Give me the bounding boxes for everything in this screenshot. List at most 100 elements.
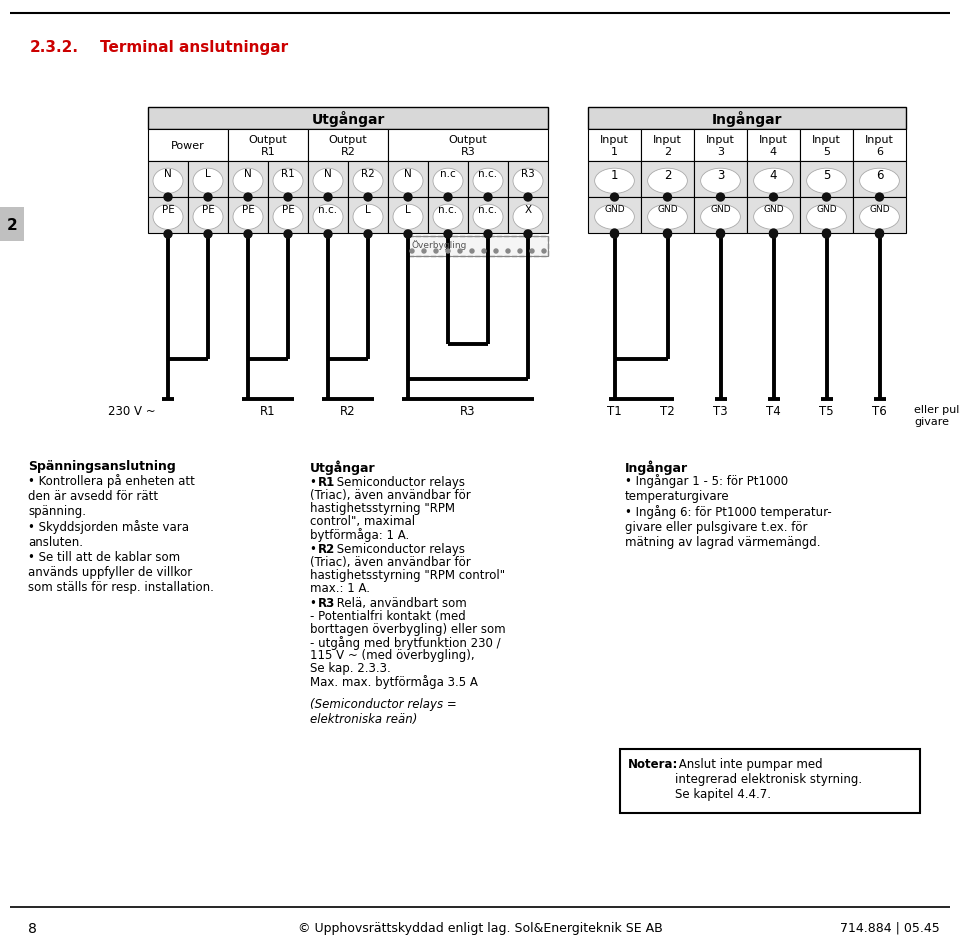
Circle shape bbox=[444, 230, 452, 239]
Bar bbox=[694, 198, 747, 234]
Text: T5: T5 bbox=[819, 405, 834, 418]
Circle shape bbox=[611, 194, 618, 202]
Text: 115 V ~ (med överbygling),: 115 V ~ (med överbygling), bbox=[310, 648, 474, 662]
Circle shape bbox=[484, 230, 492, 239]
Circle shape bbox=[823, 229, 830, 238]
Ellipse shape bbox=[153, 169, 183, 194]
Ellipse shape bbox=[433, 205, 463, 230]
Text: PE: PE bbox=[242, 205, 254, 215]
Text: R2: R2 bbox=[361, 169, 374, 179]
Bar bbox=[188, 198, 228, 234]
Text: GND: GND bbox=[604, 205, 625, 214]
Circle shape bbox=[770, 230, 778, 239]
Circle shape bbox=[422, 249, 426, 254]
Bar bbox=[388, 198, 428, 234]
Text: - utgång med brytfunktion 230 /: - utgång med brytfunktion 230 / bbox=[310, 635, 500, 649]
Text: (Triac), även användbar för: (Triac), även användbar för bbox=[310, 488, 470, 502]
Ellipse shape bbox=[806, 205, 847, 230]
Text: borttagen överbygling) eller som: borttagen överbygling) eller som bbox=[310, 623, 506, 635]
Ellipse shape bbox=[193, 205, 223, 230]
Circle shape bbox=[484, 194, 492, 202]
Text: R1: R1 bbox=[260, 405, 276, 418]
Circle shape bbox=[716, 229, 725, 238]
Text: : Semiconductor relays: : Semiconductor relays bbox=[329, 543, 465, 555]
Bar bbox=[148, 129, 228, 162]
Bar bbox=[588, 162, 641, 198]
Ellipse shape bbox=[648, 169, 687, 194]
Text: N: N bbox=[244, 169, 252, 179]
Bar bbox=[588, 108, 906, 129]
Circle shape bbox=[244, 230, 252, 239]
Bar bbox=[853, 129, 906, 162]
Bar bbox=[508, 198, 548, 234]
Text: Input
4: Input 4 bbox=[759, 135, 788, 157]
Ellipse shape bbox=[273, 169, 303, 194]
Circle shape bbox=[663, 230, 671, 239]
Circle shape bbox=[284, 230, 292, 239]
Text: N: N bbox=[164, 169, 172, 179]
Bar bbox=[408, 237, 548, 257]
Text: 1: 1 bbox=[611, 169, 618, 182]
Text: n.c.: n.c. bbox=[478, 169, 497, 179]
Text: L: L bbox=[205, 169, 211, 179]
Bar bbox=[188, 162, 228, 198]
Ellipse shape bbox=[513, 169, 543, 194]
Text: Input
2: Input 2 bbox=[653, 135, 682, 157]
Bar bbox=[588, 129, 641, 162]
Text: X: X bbox=[524, 205, 532, 215]
Text: 6: 6 bbox=[876, 169, 883, 182]
Circle shape bbox=[364, 230, 372, 239]
Text: GND: GND bbox=[869, 205, 890, 214]
Circle shape bbox=[494, 249, 498, 254]
Text: • Ingångar 1 - 5: för Pt1000
temperaturgivare
• Ingång 6: för Pt1000 temperatur-: • Ingångar 1 - 5: för Pt1000 temperaturg… bbox=[625, 473, 831, 548]
Text: 4: 4 bbox=[770, 169, 778, 182]
Bar bbox=[348, 162, 388, 198]
Text: Input
5: Input 5 bbox=[812, 135, 841, 157]
Ellipse shape bbox=[353, 169, 383, 194]
Text: PE: PE bbox=[202, 205, 214, 215]
Text: T6: T6 bbox=[872, 405, 887, 418]
Ellipse shape bbox=[473, 169, 503, 194]
Text: R3: R3 bbox=[318, 596, 335, 609]
Text: Power: Power bbox=[171, 141, 204, 150]
Text: Input
1: Input 1 bbox=[600, 135, 629, 157]
Circle shape bbox=[164, 230, 172, 239]
Bar bbox=[228, 198, 268, 234]
Ellipse shape bbox=[701, 169, 740, 194]
Circle shape bbox=[458, 249, 462, 254]
Text: •: • bbox=[310, 596, 321, 609]
Circle shape bbox=[284, 194, 292, 202]
Text: Utgångar: Utgångar bbox=[310, 460, 375, 474]
Bar bbox=[747, 198, 800, 234]
Circle shape bbox=[876, 194, 883, 202]
Circle shape bbox=[470, 249, 474, 254]
Text: bytförmåga: 1 A.: bytförmåga: 1 A. bbox=[310, 527, 409, 542]
Ellipse shape bbox=[393, 169, 423, 194]
Text: n.c: n.c bbox=[440, 169, 456, 179]
Ellipse shape bbox=[754, 169, 793, 194]
Circle shape bbox=[244, 194, 252, 202]
Ellipse shape bbox=[313, 205, 343, 230]
Circle shape bbox=[876, 229, 883, 238]
Text: Ingångar: Ingångar bbox=[711, 110, 782, 127]
Bar bbox=[388, 129, 548, 162]
Bar bbox=[308, 129, 388, 162]
Text: Terminal anslutningar: Terminal anslutningar bbox=[100, 40, 288, 55]
Text: Notera:: Notera: bbox=[628, 757, 679, 770]
Ellipse shape bbox=[233, 169, 263, 194]
Text: GND: GND bbox=[763, 205, 783, 214]
Bar bbox=[800, 129, 853, 162]
Text: hastighetsstyrning "RPM: hastighetsstyrning "RPM bbox=[310, 502, 455, 514]
Text: •: • bbox=[310, 543, 321, 555]
Circle shape bbox=[506, 249, 510, 254]
Ellipse shape bbox=[701, 205, 740, 230]
Circle shape bbox=[404, 230, 412, 239]
Bar bbox=[428, 198, 468, 234]
Text: R3: R3 bbox=[460, 405, 476, 418]
Circle shape bbox=[204, 194, 212, 202]
Text: 714.884 | 05.45: 714.884 | 05.45 bbox=[840, 921, 940, 934]
Bar bbox=[800, 198, 853, 234]
Text: Input
6: Input 6 bbox=[865, 135, 894, 157]
Circle shape bbox=[444, 194, 452, 202]
Ellipse shape bbox=[473, 205, 503, 230]
